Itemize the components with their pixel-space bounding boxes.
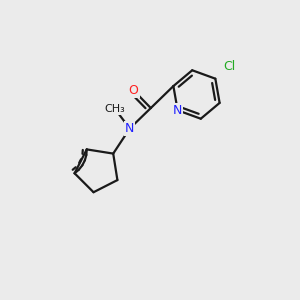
- Text: CH₃: CH₃: [105, 104, 125, 114]
- Text: O: O: [129, 84, 139, 97]
- Text: Cl: Cl: [224, 60, 236, 73]
- Text: N: N: [125, 122, 134, 135]
- Text: N: N: [173, 104, 182, 117]
